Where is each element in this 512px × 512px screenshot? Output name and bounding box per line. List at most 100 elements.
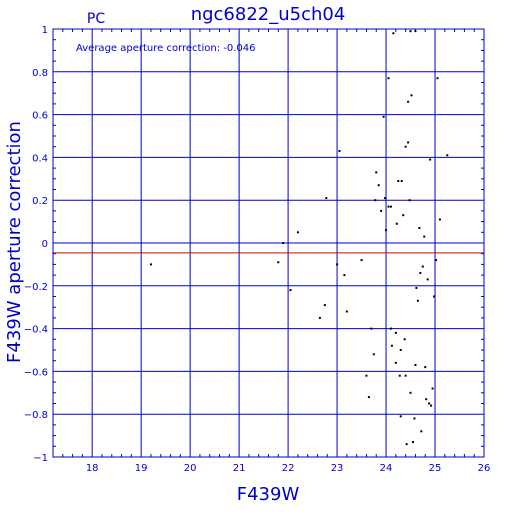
data-point xyxy=(345,310,348,313)
data-point xyxy=(325,197,328,200)
y-tick-label: −0.8 xyxy=(24,410,48,421)
x-tick-label: 21 xyxy=(233,463,246,474)
data-point xyxy=(374,199,377,202)
y-tick-label: 0.8 xyxy=(32,68,48,79)
data-point xyxy=(428,402,431,405)
y-tick-label: −0.6 xyxy=(24,367,48,378)
data-point xyxy=(435,259,438,262)
data-point xyxy=(365,374,368,377)
data-point xyxy=(384,197,387,200)
data-point xyxy=(407,100,410,103)
grid-lines xyxy=(53,28,485,458)
data-point xyxy=(436,77,439,80)
data-point xyxy=(394,361,397,364)
data-point xyxy=(415,286,418,289)
data-point xyxy=(282,242,285,244)
data-point xyxy=(372,353,375,356)
data-point xyxy=(398,374,401,377)
data-point xyxy=(423,235,426,238)
data-point xyxy=(407,141,410,144)
data-point xyxy=(411,441,414,444)
data-point xyxy=(446,154,449,157)
data-point xyxy=(296,231,299,234)
y-axis-label: F439W aperture correction xyxy=(4,121,25,363)
data-point xyxy=(438,218,441,221)
chart-title: ngc6822_u5ch04 xyxy=(191,4,346,25)
data-point xyxy=(426,278,429,281)
data-point xyxy=(419,271,422,274)
x-tick-labels: 18 19 20 21 22 23 24 25 26 xyxy=(86,463,491,474)
data-point xyxy=(343,274,346,277)
data-point xyxy=(380,209,383,212)
data-point xyxy=(375,171,378,174)
data-point xyxy=(338,149,341,152)
x-tick-label: 19 xyxy=(135,463,148,474)
data-point xyxy=(410,94,413,97)
data-point xyxy=(418,227,421,230)
data-point xyxy=(390,344,393,347)
data-point xyxy=(360,259,363,262)
data-point xyxy=(433,295,436,298)
data-point xyxy=(367,396,370,399)
data-point xyxy=(289,289,292,292)
average-correction-annotation: Average aperture correction: -0.046 xyxy=(76,43,256,54)
data-point xyxy=(399,415,402,418)
data-point xyxy=(370,327,373,330)
data-point xyxy=(408,199,411,202)
y-tick-label: −0.2 xyxy=(24,282,48,293)
data-point xyxy=(323,304,326,307)
y-tick-labels: −1 −0.8 −0.6 −0.4 −0.2 0 0.2 0.4 0.6 0.8 1 xyxy=(24,25,48,464)
x-axis-label: F439W xyxy=(237,484,300,505)
data-point xyxy=(425,398,428,401)
y-tick-label: 1 xyxy=(42,25,48,36)
data-point xyxy=(387,205,390,208)
data-point xyxy=(405,443,408,446)
data-point xyxy=(399,349,402,351)
data-point xyxy=(397,179,400,182)
x-tick-label: 26 xyxy=(478,463,491,474)
data-point xyxy=(382,115,385,118)
data-point xyxy=(416,299,419,302)
data-point xyxy=(392,32,395,35)
data-point xyxy=(277,261,280,264)
data-point xyxy=(421,265,424,268)
data-point xyxy=(424,366,427,369)
data-point xyxy=(431,387,434,390)
data-point xyxy=(336,263,339,266)
data-point xyxy=(394,331,397,334)
data-point xyxy=(402,214,405,217)
y-tick-label: 0.4 xyxy=(32,153,48,164)
data-point xyxy=(400,179,403,182)
x-tick-label: 18 xyxy=(86,463,99,474)
data-point xyxy=(404,374,407,377)
y-tick-label: 0.6 xyxy=(32,111,48,122)
data-point xyxy=(409,391,412,394)
data-point xyxy=(429,158,432,161)
y-tick-label: −1 xyxy=(33,453,48,464)
x-tick-label: 23 xyxy=(331,463,344,474)
detector-label: PC xyxy=(87,11,105,27)
x-tick-label: 22 xyxy=(282,463,295,474)
x-tick-label: 20 xyxy=(184,463,197,474)
data-point xyxy=(149,263,152,266)
data-point xyxy=(414,30,417,33)
data-point xyxy=(420,430,423,433)
data-point xyxy=(409,30,412,33)
data-point xyxy=(395,222,398,225)
data-point xyxy=(414,363,417,366)
data-points xyxy=(149,30,449,446)
data-point xyxy=(389,205,392,208)
data-point xyxy=(377,184,380,187)
y-tick-label: −0.4 xyxy=(24,325,48,336)
plot-frame xyxy=(52,28,485,458)
data-point xyxy=(385,229,388,232)
y-tick-label: 0.2 xyxy=(32,196,48,207)
data-point xyxy=(404,145,407,148)
x-tick-label: 24 xyxy=(380,463,393,474)
data-point xyxy=(430,404,433,407)
data-point xyxy=(318,316,321,319)
y-tick-label: 0 xyxy=(42,239,48,250)
data-point xyxy=(387,77,390,80)
data-point xyxy=(403,338,406,341)
x-tick-label: 25 xyxy=(429,463,442,474)
